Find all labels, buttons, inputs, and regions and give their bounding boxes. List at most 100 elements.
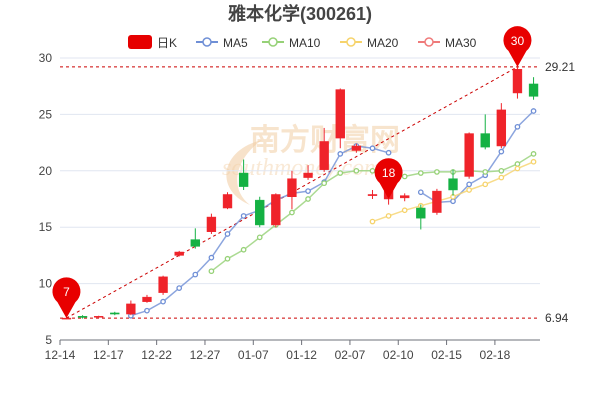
candle-body xyxy=(238,172,249,187)
ma10-point xyxy=(305,196,311,202)
candle-body xyxy=(448,178,458,191)
candle-body xyxy=(464,133,474,177)
candle-body xyxy=(222,194,233,209)
ma10-point xyxy=(256,234,263,241)
y-tick-label: 20 xyxy=(39,164,53,178)
candle-body xyxy=(110,312,120,315)
marker-pin-label: 7 xyxy=(63,285,70,299)
candle-body xyxy=(271,194,281,226)
candle-body xyxy=(142,296,152,302)
ma20-point xyxy=(369,218,376,225)
ma10-point xyxy=(224,255,231,262)
candle xyxy=(335,88,345,149)
ma5-point xyxy=(305,188,311,194)
candles xyxy=(61,67,539,320)
ma5-point xyxy=(208,254,215,261)
marker-pin: 18 xyxy=(374,158,403,199)
legend-swatch xyxy=(128,35,152,49)
ma10-point xyxy=(240,246,247,253)
ma10-point xyxy=(401,173,408,180)
candle-body xyxy=(432,190,442,213)
candle-body xyxy=(190,239,200,247)
candle-body xyxy=(303,172,313,178)
candle xyxy=(464,132,474,179)
marker-pin-label: 30 xyxy=(511,34,525,48)
y-tick-label: 30 xyxy=(39,51,53,65)
ma5-point xyxy=(450,198,456,205)
candle-body xyxy=(93,316,104,318)
x-tick-label: 02-15 xyxy=(431,348,462,362)
ma5-point xyxy=(514,123,521,130)
candle-body xyxy=(496,109,507,147)
marker-pin-shape xyxy=(52,277,81,319)
legend-swatch-marker xyxy=(424,37,434,47)
y-tick-label: 5 xyxy=(45,333,52,347)
ma10-point xyxy=(353,167,360,174)
chart-title: 雅本化学(300261) xyxy=(227,3,372,24)
ma5-point xyxy=(417,189,424,196)
chart-grid xyxy=(60,57,540,341)
candle xyxy=(238,159,249,190)
ma20-point xyxy=(401,207,408,214)
ma20-point xyxy=(482,181,489,188)
candle-body xyxy=(174,251,184,256)
legend-swatch-marker xyxy=(202,37,212,47)
ma10-point xyxy=(337,170,344,176)
ma5-point xyxy=(530,108,537,114)
candle xyxy=(432,188,442,215)
candle xyxy=(512,67,523,99)
candle-body xyxy=(416,207,426,219)
watermark-logo-icon xyxy=(226,140,262,205)
chart-legend: 日K MA5 MA10 MA20 MA30 xyxy=(128,35,477,50)
candle xyxy=(528,77,539,100)
candle xyxy=(416,204,426,230)
ma5-point xyxy=(466,181,472,188)
candle xyxy=(158,275,168,295)
y-axis: 5 10 15 20 25 30 xyxy=(39,51,53,347)
candle xyxy=(142,294,152,303)
candle xyxy=(448,169,458,196)
ma20-point xyxy=(514,165,521,172)
candle xyxy=(190,228,200,249)
candle xyxy=(206,213,217,234)
y-tick-label: 10 xyxy=(39,277,53,291)
legend-swatch-marker xyxy=(346,37,356,47)
candle xyxy=(271,193,281,228)
x-tick-label: 12-14 xyxy=(45,348,76,362)
ma10-point xyxy=(369,167,376,174)
legend-swatch-marker xyxy=(268,37,278,47)
reference-lines: 29.21 6.94 xyxy=(60,60,575,325)
candle-body xyxy=(400,195,410,199)
marker-pin: 30 xyxy=(503,26,532,67)
ma5-point xyxy=(192,271,199,278)
candle-body xyxy=(61,317,72,320)
x-tick-label: 01-12 xyxy=(286,348,317,362)
ma10-point xyxy=(208,268,215,275)
ma10-point xyxy=(498,167,505,174)
ma10-point xyxy=(434,169,440,175)
candle xyxy=(400,193,410,202)
legend-label: MA10 xyxy=(289,36,321,50)
candle-body xyxy=(77,316,88,318)
y-tick-label: 25 xyxy=(39,107,53,121)
ma10-point xyxy=(289,209,295,216)
candle-body xyxy=(126,303,136,315)
watermark: 南方财富网 southmoney.com xyxy=(222,123,400,205)
candle xyxy=(319,127,329,172)
ma5-point xyxy=(337,151,344,157)
reference-line-label: 29.21 xyxy=(545,60,575,74)
candle xyxy=(255,196,265,228)
candle xyxy=(287,170,297,210)
marker-pin: 7 xyxy=(52,277,81,319)
candle-body xyxy=(528,83,539,97)
candle xyxy=(303,165,313,180)
ma5-point xyxy=(498,148,505,155)
x-tick-label: 12-22 xyxy=(141,348,172,362)
x-tick-label: 02-07 xyxy=(335,348,366,362)
ma5-point xyxy=(385,149,392,156)
legend-label: MA5 xyxy=(223,36,248,50)
x-axis: 12-14 12-17 12-22 12-27 01-07 01-12 02-07 02-10… xyxy=(45,339,540,362)
marker-pin-shape xyxy=(503,26,532,67)
ma20-point xyxy=(530,158,537,165)
